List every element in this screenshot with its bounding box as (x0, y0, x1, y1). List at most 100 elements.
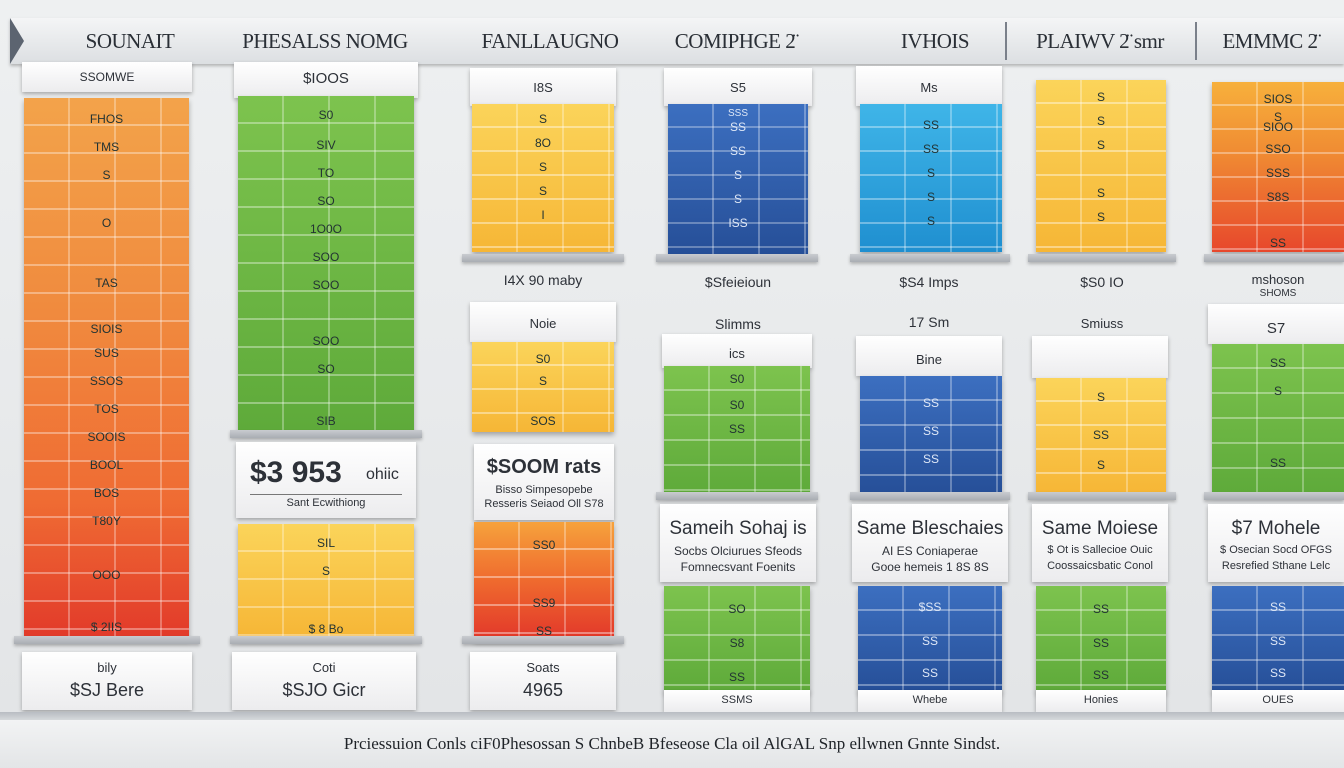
col1-cell: BOS (93, 486, 120, 500)
col1-cell: T80Y (92, 514, 121, 528)
col2-shelf (230, 430, 422, 438)
col5-cell: SS (922, 142, 939, 156)
col1-cell: SIOIS (90, 322, 123, 336)
col3-lower-cell: SS9 (532, 596, 556, 610)
col5-panel-grid: SS SS SS (860, 376, 1002, 494)
col1-cell: FHOS (89, 112, 124, 126)
col1-bottom-card[interactable]: bily $SJ Bere (22, 652, 192, 710)
col1-cell: SUS (94, 346, 119, 360)
col3-lower-cell: SS (535, 624, 552, 638)
header-column-4[interactable]: COMIPHGE 2̈ (674, 29, 796, 53)
col4-cell: ISS (728, 216, 748, 230)
col5-bottom-card[interactable]: Whebe (858, 690, 1002, 712)
col4-lower-grid: SO S8 SS (664, 586, 810, 692)
col7-mid-label2: SHOMS (1259, 288, 1297, 299)
col5-shelf (850, 492, 1010, 500)
col7-lower-cell: SS (1269, 666, 1286, 680)
col4-lower-cell: SO (728, 602, 746, 616)
col7-sub2: Resrefied Sthane Lelc (1221, 560, 1331, 572)
col5-title: Same Bleschaies (856, 518, 1004, 539)
col2-cell: TO (317, 166, 335, 180)
col3-panel-label: Noie (529, 316, 557, 331)
col2-cell: S0 (318, 108, 334, 122)
col3-price-sub1: Bisso Simpesopebe (495, 484, 593, 496)
col1-shelf (14, 636, 200, 644)
col6-cell: S (1096, 114, 1105, 128)
col4-bottom-small: SSMS (721, 694, 753, 706)
col6-panel-cell: SS (1092, 428, 1109, 442)
col3-price-sub2: Resseris Seiaod Oll S78 (484, 498, 604, 510)
col5-cell: SS (922, 118, 939, 132)
col7-lower-cell: SS (1269, 634, 1286, 648)
col1-cell: S (102, 168, 111, 182)
col5-panel-card: Bine (856, 336, 1002, 376)
col4-bar-grid: SSS SS SS S S ISS (668, 104, 808, 254)
col4-lower-cell: SS (728, 670, 745, 684)
col5-sub1: AI ES Coniaperae (881, 544, 979, 558)
col2-bar-grid: S0 SIV TO SO 1O0O SOO SOO SOO SO SIB (238, 96, 414, 432)
col3-shelf (462, 636, 624, 644)
col7-panel-card: S7 (1208, 304, 1344, 344)
header-column-7[interactable]: EMMMC 2̈ (1222, 29, 1318, 53)
col7-bottom-card[interactable]: OUES (1212, 690, 1344, 712)
col6-panel-card (1032, 336, 1168, 378)
col4-cell: SS (729, 144, 746, 158)
col5-panel-cell: SS (922, 424, 939, 438)
col6-panel-label: Smiuss (1080, 316, 1124, 331)
col1-top-label: SSOMWE (79, 70, 135, 84)
col2-shelf (230, 636, 422, 644)
col5-info-card[interactable]: Same Bleschaies AI ES Coniaperae Gooe he… (852, 504, 1008, 582)
col5-panel-label: 17 Sm (908, 314, 950, 330)
col2-price-sub: Sant Ecwithiong (250, 494, 402, 509)
col7-info-card[interactable]: $7 Mohele $ Osecian Socd OFGS Resrefied … (1208, 504, 1344, 582)
col1-bottom-small: bily (97, 660, 117, 675)
footer-caption: Prciessuion Conls ciF0Phesossan S ChnbeB… (343, 734, 1001, 753)
header-column-1[interactable]: SOUNAIT (85, 29, 175, 53)
col2-bottom-card[interactable]: Coti $SJO Gicr (232, 652, 416, 710)
col7-panel-grid: SS S SS (1212, 344, 1344, 494)
col6-info-card[interactable]: Same Moiese $ Ot is Sallecioe Ouic Cooss… (1032, 504, 1168, 582)
col3-price: $SOOM rats (486, 456, 602, 478)
col7-lower-grid: SS SS SS (1212, 586, 1344, 692)
col5-cell: S (926, 166, 935, 180)
col4-panel-cell: SS (728, 422, 745, 436)
col2-price-card[interactable]: $3 953 ohiic Sant Ecwithiong (236, 442, 416, 518)
col5-lower-grid: $SS SS SS (858, 586, 1002, 692)
col7-shelf (1204, 254, 1344, 262)
header-column-3[interactable]: FANLLAUGNO (481, 29, 619, 53)
header-column-6[interactable]: PLAIWV 2̈ smr (1036, 29, 1164, 53)
col3-shelf (462, 254, 624, 262)
col4-top-label: S5 (730, 80, 746, 95)
col3-cell: I (541, 208, 545, 222)
col2-bottom-small: Coti (312, 660, 336, 675)
col4-mid-label: $Sfeieioun (704, 274, 772, 290)
col4-bottom-card[interactable]: SSMS (664, 690, 810, 712)
col5-bottom-small: Whebe (912, 694, 948, 706)
col5-panel-sub: Bine (915, 352, 943, 367)
col2-price: $3 953 (250, 456, 342, 489)
col4-panel-sub: ics (729, 346, 745, 361)
col1-cell: TAS (95, 276, 118, 290)
col6-bar-grid: S S S S S (1036, 80, 1166, 252)
col6-cell: S (1096, 138, 1105, 152)
header-column-5[interactable]: IVHOIS (900, 29, 970, 53)
col3-bottom-card[interactable]: Soats 4965 (470, 652, 616, 710)
col3-price-card[interactable]: $SOOM rats Bisso Simpesopebe Resseris Se… (474, 444, 614, 520)
col6-lower-cell: SS (1092, 668, 1109, 682)
col5-cell: S (926, 214, 935, 228)
col3-panel-cell: S0 (535, 352, 551, 366)
col5-shelf (850, 254, 1010, 262)
col6-bottom-card[interactable]: Honies (1036, 690, 1166, 712)
col3-cell: S (538, 160, 547, 174)
col7-panel-cell: SS (1269, 456, 1286, 470)
col7-title: $7 Mohele (1231, 518, 1321, 539)
col4-info-card[interactable]: Sameih Sohaj is Socbs Olciurues Sfeods F… (660, 504, 816, 582)
bottom-shelf (0, 712, 1344, 720)
col4-panel-cell: S0 (729, 398, 745, 412)
col2-top-card: $IOOS (234, 62, 418, 98)
col1-cell: SOOIS (87, 430, 126, 444)
header-column-2[interactable]: PHESALSS NOMG (242, 29, 408, 53)
col3-lower-grid: SS0 SS9 SS (474, 522, 614, 640)
col6-title: Same Moiese (1041, 518, 1159, 539)
col2-price-suffix: ohiic (366, 466, 399, 483)
